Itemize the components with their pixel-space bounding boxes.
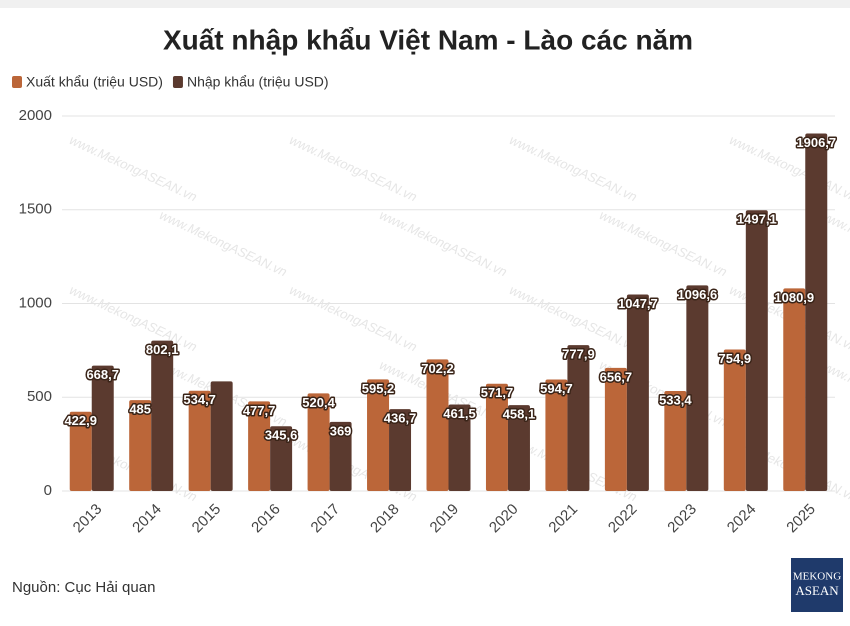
data-label: 461,5 xyxy=(443,406,476,421)
watermark: www.MekongASEAN.vn xyxy=(507,132,639,204)
data-label: 777,9 xyxy=(562,347,595,362)
legend-swatch xyxy=(12,76,22,88)
data-label: 1047,7 xyxy=(618,296,658,311)
legend-label: Nhập khẩu (triệu USD) xyxy=(187,74,329,90)
bar xyxy=(69,411,92,491)
bar xyxy=(151,340,174,491)
watermark: www.MekongASEAN.vn xyxy=(287,132,419,204)
y-tick-label: 500 xyxy=(27,388,52,405)
x-tick-label: 2018 xyxy=(367,501,403,537)
data-label: 754,9 xyxy=(719,351,752,366)
bar xyxy=(626,294,649,491)
data-label: 458,1 xyxy=(503,407,536,422)
data-label: 422,9 xyxy=(64,413,97,428)
logo-text: MEKONG xyxy=(793,571,841,583)
watermark: www.MekongASEAN.vn xyxy=(287,282,419,354)
bar xyxy=(723,349,746,491)
legend-swatch xyxy=(172,76,183,88)
logo-box xyxy=(791,558,843,612)
bar xyxy=(485,383,508,491)
data-label: 1080,9 xyxy=(774,290,814,305)
watermark: www.MekongASEAN.vn xyxy=(597,207,729,279)
x-tick-label: 2013 xyxy=(70,501,106,537)
y-tick-label: 1500 xyxy=(19,201,52,218)
bar xyxy=(129,400,152,491)
x-tick-label: 2017 xyxy=(308,501,344,537)
bar xyxy=(567,345,590,491)
bar xyxy=(329,421,352,491)
x-tick-label: 2016 xyxy=(248,501,284,537)
data-label: 571,7 xyxy=(481,385,514,400)
x-tick-label: 2015 xyxy=(189,501,225,537)
data-label: 594,7 xyxy=(540,381,573,396)
data-label: 485 xyxy=(129,402,151,417)
data-label: 656,7 xyxy=(600,369,633,384)
bar xyxy=(307,393,330,491)
data-label: 702,2 xyxy=(421,361,454,376)
x-tick-label: 2014 xyxy=(129,501,165,537)
bar xyxy=(507,405,530,491)
y-tick-label: 1000 xyxy=(19,294,52,311)
data-label: 345,6 xyxy=(265,428,298,443)
bar xyxy=(745,210,768,491)
data-label: 1497,1 xyxy=(737,212,777,227)
x-tick-label: 2025 xyxy=(783,501,819,537)
data-label: 595,2 xyxy=(362,381,395,396)
bar xyxy=(545,379,568,491)
watermark: www.MekongASEAN.vn xyxy=(67,132,199,204)
bar xyxy=(210,381,233,491)
data-label: 533,4 xyxy=(659,392,692,407)
data-label: 668,7 xyxy=(86,367,119,382)
bar xyxy=(805,133,828,491)
source: Nguồn: Cục Hải quan xyxy=(12,579,155,596)
watermark: www.MekongASEAN.vn xyxy=(157,207,289,279)
data-label: 520,4 xyxy=(302,395,335,410)
bar xyxy=(604,367,627,491)
x-tick-label: 2022 xyxy=(605,501,641,537)
bar xyxy=(686,285,709,491)
bar xyxy=(783,288,806,491)
data-label: 369 xyxy=(330,423,352,438)
bar xyxy=(389,409,412,491)
top-strip xyxy=(0,0,850,8)
data-label: 534,7 xyxy=(183,392,216,407)
watermark: www.MekongASEAN.vn xyxy=(377,207,509,279)
x-tick-label: 2020 xyxy=(486,501,522,537)
bar xyxy=(448,404,471,491)
logo-text: ASEAN xyxy=(795,583,839,598)
x-tick-label: 2021 xyxy=(545,501,581,537)
data-label: 802,1 xyxy=(146,342,179,357)
bar xyxy=(270,426,293,491)
data-label: 477,7 xyxy=(243,403,276,418)
chart-title: Xuất nhập khẩu Việt Nam - Lào các năm xyxy=(163,24,693,55)
data-label: 1096,6 xyxy=(677,287,717,302)
watermark: www.MekongASEAN.vn xyxy=(67,282,199,354)
data-label: 1906,7 xyxy=(796,135,836,150)
bar xyxy=(664,390,687,491)
bar xyxy=(426,359,449,491)
x-tick-label: 2023 xyxy=(664,501,700,537)
bar xyxy=(91,365,114,491)
legend-label: Xuất khẩu (triệu USD) xyxy=(26,74,163,90)
y-tick-label: 2000 xyxy=(19,107,52,124)
watermark: www.MekongASEAN.vn xyxy=(507,282,639,354)
x-tick-label: 2019 xyxy=(427,501,463,537)
bar xyxy=(367,379,390,491)
y-tick-label: 0 xyxy=(44,482,52,499)
bar xyxy=(188,390,211,491)
data-label: 436,7 xyxy=(384,411,417,426)
bar xyxy=(248,401,271,491)
x-tick-label: 2024 xyxy=(724,501,760,537)
